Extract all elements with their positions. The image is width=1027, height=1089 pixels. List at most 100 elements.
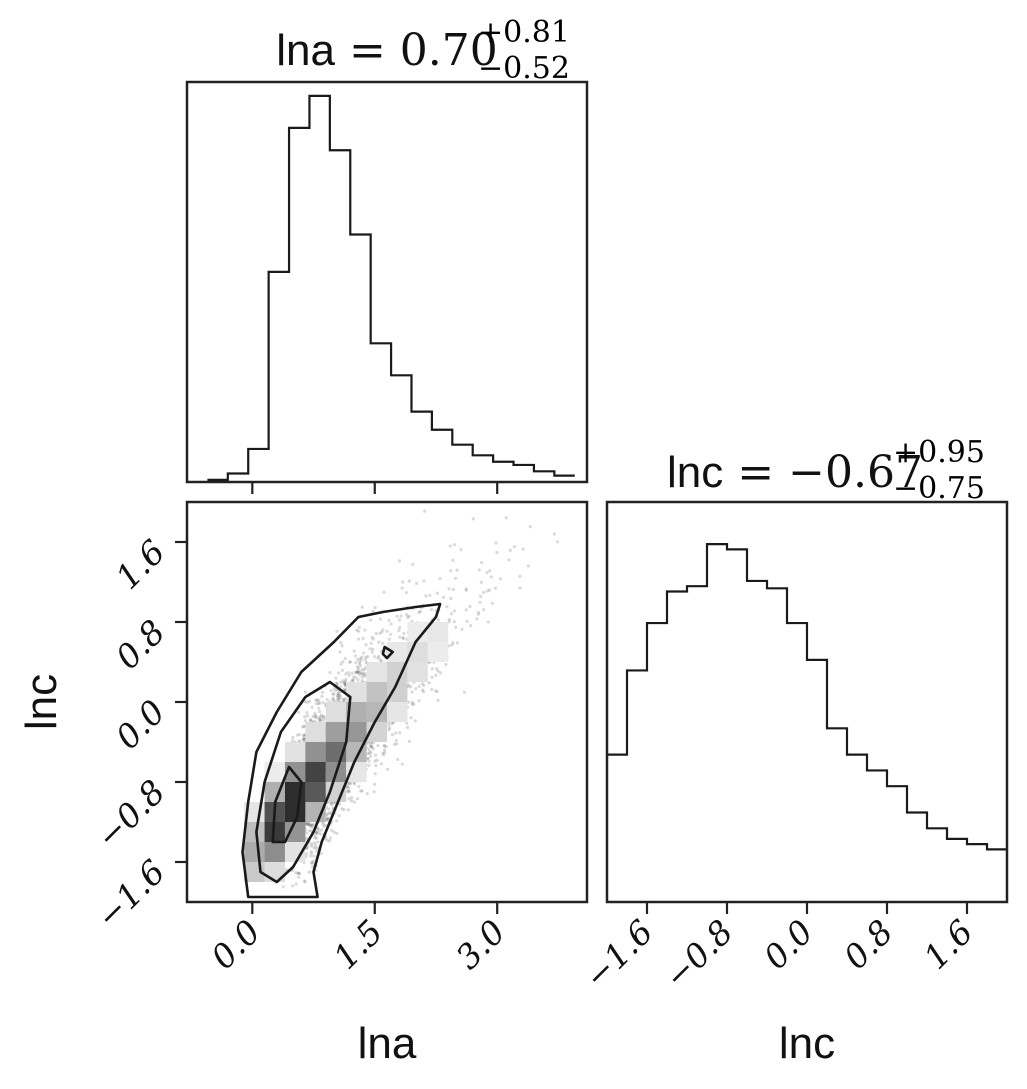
joint-sample-point <box>464 587 468 591</box>
lnc-bin-5 <box>707 544 727 902</box>
joint-sample-point <box>373 772 377 776</box>
joint-sample-point <box>319 851 323 856</box>
lnc-bin-6 <box>727 549 747 902</box>
joint-sample-point <box>374 632 378 636</box>
joint-sample-point <box>309 844 314 848</box>
lna-title: lna = 0.70 <box>276 25 498 76</box>
joint-sample-point <box>360 655 364 659</box>
joint-sample-point <box>336 693 340 697</box>
joint-sample-point <box>402 631 406 636</box>
joint-sample-point <box>340 668 345 672</box>
joint-sample-point <box>367 751 372 755</box>
joint-sample-point <box>366 746 370 750</box>
joint-sample-point <box>338 650 342 654</box>
joint-sample-point <box>297 941 300 944</box>
joint-sample-point <box>316 831 320 836</box>
joint-sample-point <box>367 759 371 763</box>
joint-sample-point <box>361 636 365 641</box>
lnc-xtick-label-4: 1.6 <box>916 912 981 977</box>
joint-sample-point <box>552 532 557 536</box>
joint-sample-point <box>477 612 481 616</box>
lnc-marginal-panel: −1.6−0.8 0.0 0.8 1.6 lnc = −0.67 +0.95 −0.7… <box>576 435 1009 1068</box>
joint-sample-point <box>320 828 324 832</box>
joint-ytick-label-2: 0.0 <box>108 692 173 757</box>
joint-sample-point <box>354 670 358 674</box>
joint-sample-point <box>360 668 364 672</box>
joint-sample-point <box>436 669 440 673</box>
joint-sample-point <box>450 643 454 647</box>
joint-sample-point <box>413 719 417 723</box>
joint-sample-point <box>367 748 371 752</box>
joint-sample-point <box>297 739 301 743</box>
joint-sample-point <box>400 586 404 590</box>
joint-sample-point <box>449 612 454 616</box>
joint-sample-point <box>495 550 499 555</box>
joint-sample-point <box>326 807 331 811</box>
joint-sample-point <box>357 660 362 664</box>
joint-sample-point <box>399 614 403 618</box>
joint-sample-point <box>316 827 320 831</box>
joint-sample-point <box>302 737 306 741</box>
joint-sample-point <box>410 702 414 707</box>
joint-sample-point <box>397 629 401 633</box>
joint-sample-point <box>376 743 380 748</box>
joint-sample-point <box>308 719 312 723</box>
joint-sample-point <box>358 664 362 668</box>
joint-sample-point <box>314 846 318 850</box>
joint-sample-point <box>310 705 314 709</box>
joint-sample-point <box>313 836 317 840</box>
joint-sample-point <box>335 831 339 836</box>
joint-sample-point <box>317 706 321 710</box>
joint-sample-point <box>347 797 351 801</box>
joint-sample-point <box>381 641 385 646</box>
joint-sample-point <box>331 696 335 700</box>
joint-sample-point <box>352 782 357 786</box>
joint-sample-point <box>318 715 322 719</box>
joint-sample-point <box>319 713 324 717</box>
joint-sample-point <box>357 784 361 789</box>
joint-sample-point <box>569 497 572 500</box>
joint-hist-cell <box>305 762 326 782</box>
joint-sample-point <box>494 541 498 545</box>
joint-sample-point <box>346 808 350 812</box>
joint-sample-point <box>328 812 332 816</box>
joint-sample-point <box>326 817 330 821</box>
joint-sample-point <box>526 564 530 568</box>
joint-sample-point <box>338 696 342 701</box>
joint-sample-point <box>394 738 398 743</box>
joint-sample-point <box>447 620 451 624</box>
joint-sample-point <box>471 517 475 521</box>
joint-sample-point <box>422 683 426 688</box>
joint-sample-point <box>479 594 483 599</box>
joint-hist-cell <box>366 682 387 702</box>
joint-sample-point <box>430 687 434 692</box>
joint-sample-point <box>398 635 402 639</box>
joint-sample-point <box>380 630 384 634</box>
joint-sample-point <box>340 807 344 811</box>
joint-sample-point <box>490 601 494 605</box>
joint-sample-point <box>342 680 346 685</box>
joint-sample-point <box>324 823 328 827</box>
joint-sample-point <box>342 681 346 685</box>
lna-bin-2 <box>248 449 268 482</box>
joint-sample-point <box>316 826 320 830</box>
joint-ytick-label-0: −1.6 <box>88 852 172 936</box>
joint-sample-point <box>455 641 460 645</box>
joint-sample-point <box>628 412 631 415</box>
lnc-xtick-label-1: −0.8 <box>656 912 740 996</box>
joint-sample-point <box>346 790 350 794</box>
joint-sample-point <box>369 744 373 749</box>
lnc-title-minus: −0.75 <box>893 471 985 506</box>
lna-bin-4 <box>289 128 309 482</box>
joint-sample-point <box>452 543 457 547</box>
joint-sample-point <box>335 629 339 633</box>
joint-sample-point <box>331 698 335 702</box>
joint-sample-point <box>387 728 391 732</box>
joint-sample-point <box>310 825 314 829</box>
lna-title-param: lna <box>276 26 335 75</box>
joint-sample-point <box>306 822 310 827</box>
joint-sample-point <box>389 721 393 725</box>
joint-sample-point <box>410 690 414 694</box>
joint-sample-point <box>354 661 358 665</box>
joint-sample-point <box>354 671 358 675</box>
